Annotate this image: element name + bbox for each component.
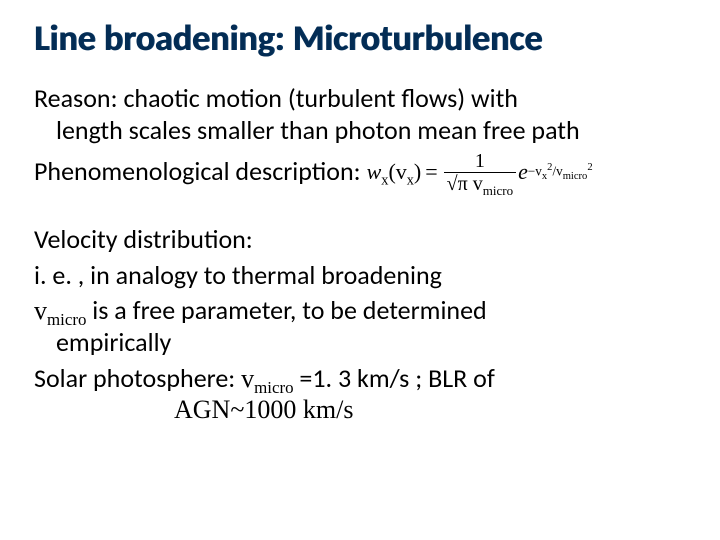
solar-line: Solar photosphere: vmicro =1. 3 km/s ; B…: [34, 363, 686, 426]
vmicro-symbol: vmicro: [34, 296, 86, 325]
formula-denominator: √π vmicro: [444, 172, 516, 194]
phenom-label: Phenomenological description:: [34, 156, 361, 188]
free-param-text1: is a free parameter, to be determined: [86, 294, 486, 326]
free-param-paragraph: vmicro is a free parameter, to be determ…: [34, 295, 686, 358]
agn-line: AGN~1000 km/s: [34, 394, 686, 426]
formula-numerator: 1: [472, 151, 488, 172]
exp-sq2: 2: [587, 162, 592, 173]
reason-label: Reason:: [34, 82, 118, 114]
formula-den-vmicro: micro: [483, 183, 513, 198]
slide-root: Line broadening: Microturbulence Reason:…: [0, 0, 720, 540]
analogy-line: i. e. , in analogy to thermal broadening: [34, 260, 686, 292]
formula-w-sub: x: [381, 172, 388, 188]
formula-arg-v: v: [396, 159, 407, 184]
formula-fraction: 1 √π vmicro: [444, 151, 516, 194]
phenom-row: Phenomenological description: wx(vx) = 1…: [34, 151, 686, 194]
slide-body: Reason: chaotic motion (turbulent flows)…: [34, 83, 686, 426]
reason-text-line1: chaotic motion (turbulent flows) with: [118, 82, 518, 114]
velocity-dist-line: Velocity distribution:: [34, 224, 686, 256]
solar-value: =1. 3 km/s ; BLR of: [294, 362, 495, 394]
exp-neg-v: −v: [528, 163, 542, 178]
formula-e: e: [518, 159, 528, 186]
formula-eq: =: [421, 159, 441, 186]
exp-micro-sub: micro: [563, 171, 588, 182]
solar-v: v: [241, 364, 254, 393]
formula-w: w: [367, 159, 382, 184]
exp-slash-v: /v: [552, 163, 562, 178]
spacer: [34, 198, 686, 224]
slide-title: Line broadening: Microturbulence: [34, 18, 686, 59]
formula-den-v: v: [468, 173, 483, 195]
reason-text-line2: length scales smaller than photon mean f…: [34, 115, 686, 147]
formula-exponent: −vx2/vmicro2: [528, 168, 593, 177]
solar-label: Solar photosphere:: [34, 362, 241, 394]
reason-paragraph: Reason: chaotic motion (turbulent flows)…: [34, 83, 686, 146]
microturbulence-formula: wx(vx) = 1 √π vmicro e−vx2/vmicro2: [367, 151, 593, 194]
formula-sqrtpi: √π: [447, 173, 468, 195]
free-param-text2: empirically: [34, 327, 686, 359]
solar-vmicro: vmicro: [241, 364, 293, 393]
formula-arg-v-sub: x: [407, 172, 414, 188]
formula-lhs: wx(vx): [367, 159, 422, 186]
vmicro-v: v: [34, 296, 47, 325]
